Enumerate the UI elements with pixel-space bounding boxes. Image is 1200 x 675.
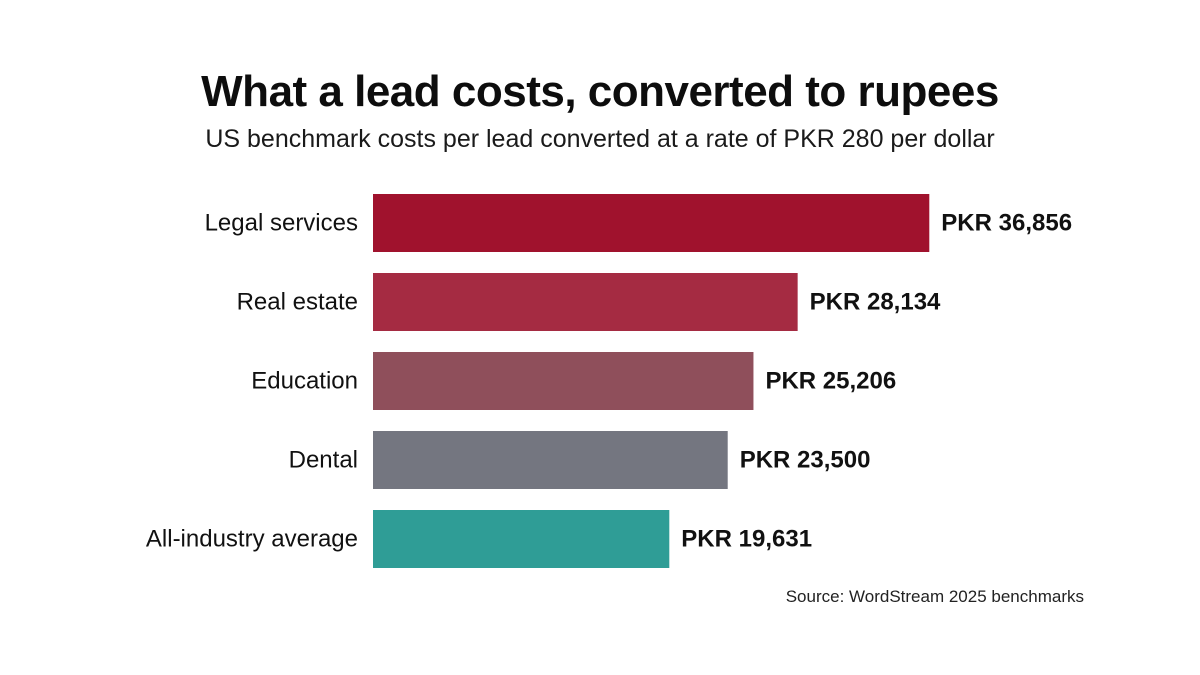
value-label-legal-services: PKR 36,856 xyxy=(941,210,1072,237)
chart-subtitle: US benchmark costs per lead converted at… xyxy=(205,125,995,153)
category-label-education: Education xyxy=(251,368,358,395)
category-label-all-industry-average: All-industry average xyxy=(146,526,358,553)
category-label-real-estate: Real estate xyxy=(237,289,358,316)
value-label-education: PKR 25,206 xyxy=(765,368,896,395)
bar-real-estate xyxy=(373,273,798,331)
chart-title: What a lead costs, converted to rupees xyxy=(201,67,999,116)
value-label-all-industry-average: PKR 19,631 xyxy=(681,526,812,553)
bar-legal-services xyxy=(373,194,930,252)
value-label-dental: PKR 23,500 xyxy=(740,447,871,474)
bar-dental xyxy=(373,431,728,489)
bars-layer: Legal services PKR 36,856 Real estate PKR 2… xyxy=(146,194,1072,568)
source-note: Source: WordStream 2025 benchmarks xyxy=(785,587,1084,606)
value-label-real-estate: PKR 28,134 xyxy=(810,289,941,316)
category-label-legal-services: Legal services xyxy=(205,210,358,237)
bar-education xyxy=(373,352,754,410)
bar-all-industry-average xyxy=(373,510,670,568)
category-label-dental: Dental xyxy=(289,447,358,474)
